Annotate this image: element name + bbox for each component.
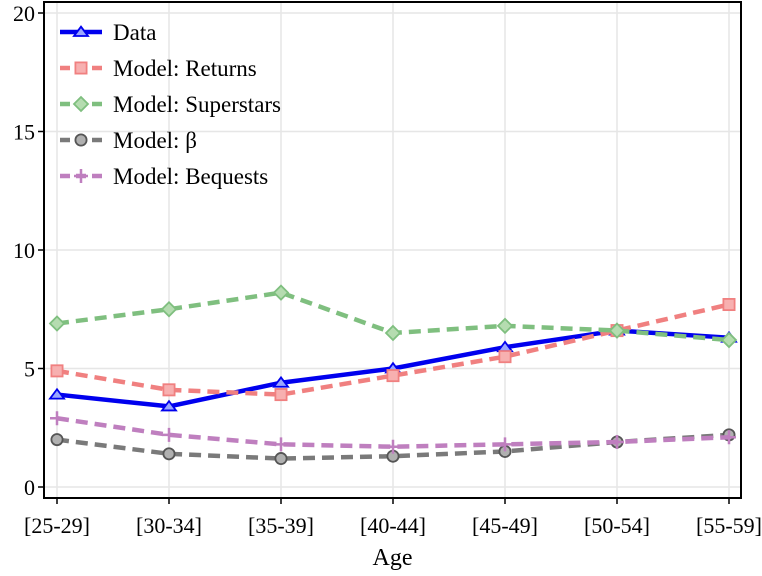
legend-item-1: Model: Returns bbox=[60, 56, 257, 81]
y-tick-label: 20 bbox=[13, 1, 35, 26]
legend: Data Model: Returns Model: Superstars Model… bbox=[60, 20, 281, 189]
data-point bbox=[272, 284, 290, 301]
data-point bbox=[50, 433, 64, 447]
legend-label: Model: Bequests bbox=[113, 164, 268, 189]
legend-marker bbox=[74, 133, 88, 147]
data-point bbox=[386, 369, 400, 383]
data-point bbox=[160, 399, 178, 412]
data-point bbox=[160, 300, 178, 318]
data-point bbox=[274, 437, 288, 452]
data-point bbox=[722, 298, 736, 312]
x-tick-label: [35-39] bbox=[248, 513, 314, 538]
legend-item-4: Model: Bequests bbox=[60, 164, 268, 189]
data-point bbox=[498, 350, 512, 364]
data-point bbox=[386, 439, 400, 454]
data-point bbox=[48, 315, 66, 332]
data-point bbox=[50, 364, 64, 378]
data-point bbox=[722, 430, 736, 445]
series-4 bbox=[50, 411, 736, 454]
data-point bbox=[608, 322, 626, 339]
legend-marker bbox=[72, 25, 90, 37]
grid bbox=[44, 2, 741, 498]
data-point bbox=[274, 452, 288, 466]
plot-area bbox=[48, 284, 738, 466]
x-tick-label: [45-49] bbox=[472, 513, 538, 538]
x-tick-label: [55-59] bbox=[696, 513, 762, 538]
legend-marker bbox=[72, 95, 90, 113]
data-point bbox=[162, 383, 176, 397]
plot-frame bbox=[43, 1, 742, 499]
x-tick-label: [30-34] bbox=[136, 513, 202, 538]
legend-item-0: Data bbox=[60, 20, 156, 45]
data-point bbox=[720, 331, 738, 349]
y-tick-label: 15 bbox=[13, 120, 35, 145]
legend-label: Model: Superstars bbox=[113, 92, 281, 117]
data-point bbox=[162, 447, 176, 461]
legend-item-2: Model: Superstars bbox=[60, 92, 281, 117]
x-tick-label: [25-29] bbox=[24, 513, 90, 538]
x-tick-label: [40-44] bbox=[360, 513, 426, 538]
series-2 bbox=[48, 284, 738, 349]
data-point bbox=[384, 324, 402, 342]
legend-marker bbox=[74, 61, 88, 75]
axis-ticks: 0 5 10 15 20 [25-29] [30-34] [35-39] [40-44] [45-… bbox=[13, 1, 762, 538]
y-tick-label: 0 bbox=[24, 475, 35, 500]
x-axis-label: Age bbox=[373, 545, 413, 571]
legend-item-3: Model: β bbox=[60, 128, 197, 153]
data-point bbox=[496, 317, 514, 335]
data-point bbox=[272, 375, 290, 388]
legend-marker bbox=[74, 169, 88, 183]
data-point bbox=[274, 388, 288, 402]
x-tick-label: [50-54] bbox=[584, 513, 650, 538]
y-tick-label: 5 bbox=[24, 357, 35, 382]
legend-label: Model: β bbox=[113, 128, 197, 153]
data-point bbox=[498, 437, 512, 452]
y-tick-label: 10 bbox=[13, 238, 35, 263]
legend-label: Data bbox=[113, 20, 156, 45]
data-point bbox=[48, 387, 66, 400]
legend-label: Model: Returns bbox=[113, 56, 257, 81]
data-point bbox=[50, 411, 64, 426]
data-point bbox=[610, 434, 624, 449]
data-point bbox=[162, 427, 176, 442]
